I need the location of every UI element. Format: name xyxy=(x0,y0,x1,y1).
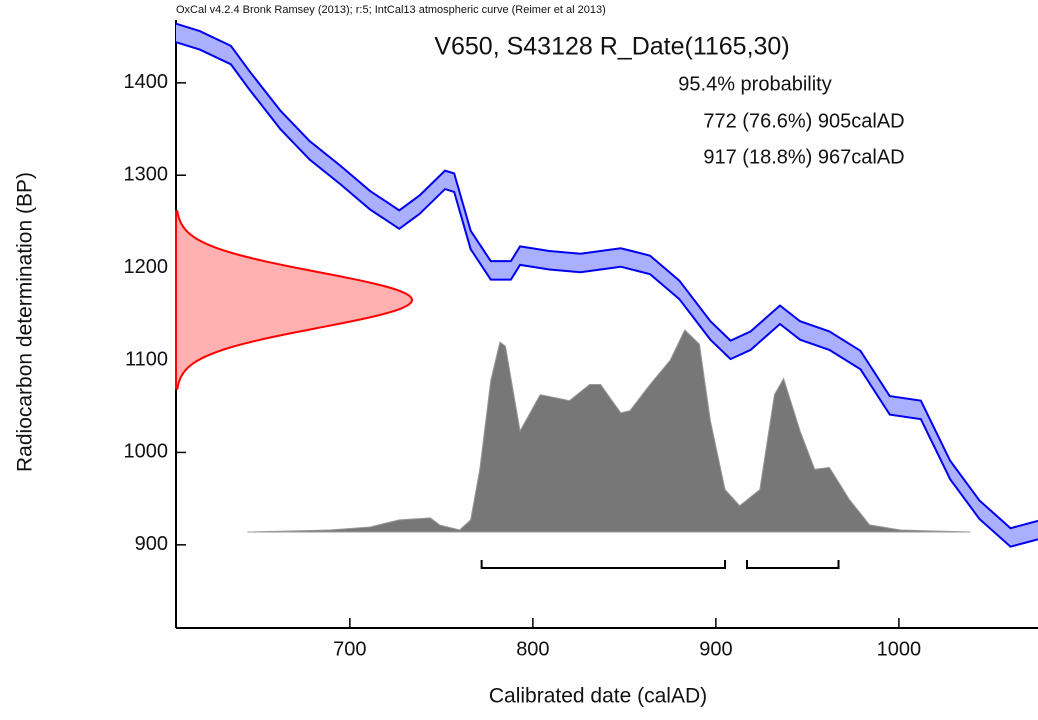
range-bracket xyxy=(480,560,727,569)
y-tick-label: 1300 xyxy=(124,164,169,186)
calibrated-density xyxy=(247,329,971,533)
range-label: 772 (76.6%) 905calAD xyxy=(703,110,904,132)
header: OxCal v4.2.4 Bronk Ramsey (2013); r:5; I… xyxy=(176,4,606,16)
x-tick-label: 800 xyxy=(516,638,549,660)
x-tick-label: 900 xyxy=(699,638,732,660)
chart-title: V650, S43128 R_Date(1165,30) xyxy=(434,33,789,61)
x-axis-label: Calibrated date (calAD) xyxy=(489,685,707,708)
radiocarbon-density xyxy=(175,210,414,390)
range-bracket xyxy=(746,560,840,569)
curve-edge xyxy=(175,41,1038,548)
range-label: 917 (18.8%) 967calAD xyxy=(703,146,904,168)
y-tick-label: 1200 xyxy=(124,256,169,278)
x-tick-label: 1000 xyxy=(877,638,922,660)
y-axis-label: Radiocarbon determination (BP) xyxy=(14,172,37,472)
x-tick-label: 700 xyxy=(333,638,366,660)
y-tick-label: 1400 xyxy=(124,71,169,93)
probability-label: 95.4% probability xyxy=(678,73,831,95)
curve-edge xyxy=(175,22,1038,530)
y-tick-label: 900 xyxy=(135,533,168,555)
y-tick-label: 1100 xyxy=(125,348,168,370)
y-tick-label: 1000 xyxy=(124,441,169,463)
